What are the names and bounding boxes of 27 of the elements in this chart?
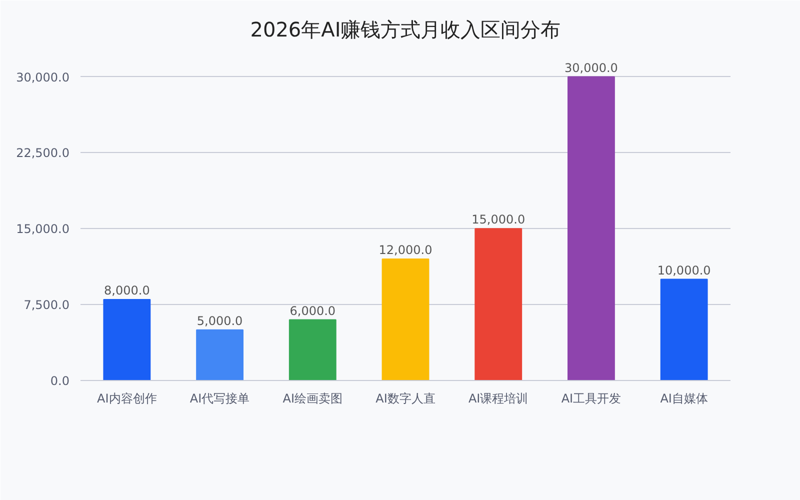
- bar: [196, 329, 244, 380]
- y-tick-label: 0.0: [50, 374, 70, 388]
- bar: [382, 258, 430, 380]
- bar: [288, 319, 336, 380]
- data-label: 30,000.0: [564, 60, 618, 75]
- bar: [660, 278, 708, 380]
- data-label: 15,000.0: [472, 212, 526, 227]
- x-tick-label: AI绘画卖图: [282, 392, 343, 406]
- x-tick-label: AI数字人直: [376, 392, 436, 406]
- x-tick-label: AI内容创作: [97, 392, 157, 406]
- x-tick-label: AI代写接单: [190, 392, 250, 406]
- chart-title: 2026年AI赚钱方式月收入区间分布: [250, 18, 561, 42]
- data-label: 12,000.0: [378, 243, 432, 257]
- data-label: 6,000.0: [290, 304, 336, 318]
- y-tick-label: 30,000.0: [16, 70, 70, 84]
- bar: [474, 228, 522, 380]
- y-tick-label: 22,500.0: [16, 146, 70, 160]
- x-tick-label: AI课程培训: [468, 392, 528, 406]
- data-label: 10,000.0: [657, 263, 711, 278]
- y-tick-label: 15,000.0: [16, 222, 70, 236]
- x-tick-label: AI自媒体: [660, 392, 708, 406]
- bar: [103, 299, 151, 380]
- y-tick-label: 7,500.0: [24, 298, 70, 312]
- x-tick-label: AI工具开发: [561, 392, 622, 406]
- data-label: 8,000.0: [104, 284, 150, 298]
- bar: [568, 76, 615, 380]
- data-label: 5,000.0: [196, 314, 243, 328]
